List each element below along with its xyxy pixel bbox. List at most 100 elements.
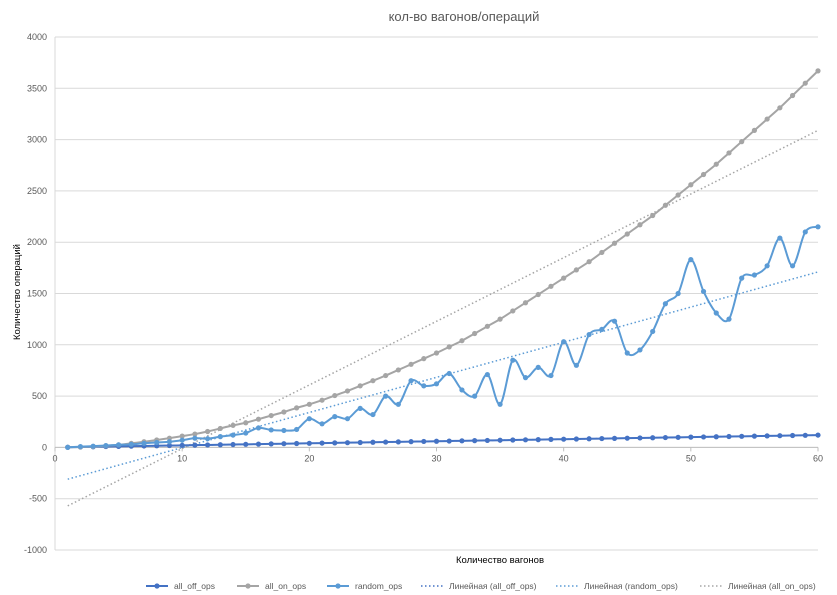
x-axis-label: Количество вагонов (456, 555, 544, 566)
data-point (522, 437, 529, 443)
data-point (815, 68, 821, 74)
data-point (510, 437, 516, 443)
data-point (637, 222, 643, 228)
legend-label: Линейная (all_on_ops) (728, 581, 816, 591)
y-tick-label: 4000 (27, 32, 47, 42)
data-point (599, 326, 605, 333)
data-point (408, 361, 414, 367)
data-point (395, 439, 401, 445)
data-point (294, 426, 300, 433)
data-point (497, 437, 503, 443)
data-point (726, 316, 732, 322)
x-tick-labels: 0 10 20 30 40 50 60 (52, 453, 823, 463)
data-point (789, 92, 796, 99)
data-point (192, 442, 198, 448)
data-point (764, 263, 770, 269)
data-point (344, 416, 351, 422)
chart-title: кол-во вагонов/операций (389, 9, 540, 24)
trendline-линейная-all-on-ops (67, 129, 819, 507)
data-point (497, 316, 503, 322)
data-point (179, 442, 185, 448)
data-point (421, 356, 427, 362)
series-all-off-ops (65, 432, 821, 450)
data-point (726, 150, 732, 156)
data-point (510, 357, 516, 363)
data-point (713, 161, 719, 167)
y-tick-label: 500 (32, 391, 47, 401)
data-point (217, 425, 223, 432)
series (65, 68, 821, 450)
data-point (751, 433, 758, 439)
data-point (789, 432, 796, 439)
legend-item: random_ops (327, 581, 402, 591)
data-point (611, 240, 618, 246)
data-point (548, 436, 554, 442)
data-point (344, 388, 351, 394)
data-point (281, 409, 287, 415)
legend: all_off_ops all_on_ops random_ops Линейная … (146, 581, 816, 591)
data-point (230, 441, 236, 448)
data-point (675, 434, 681, 440)
data-point (650, 435, 656, 441)
data-point (739, 275, 745, 281)
data-point (357, 383, 363, 389)
y-tick-label: -1000 (24, 545, 47, 555)
data-point (535, 364, 541, 370)
data-point (395, 401, 401, 407)
series-line (67, 225, 819, 449)
legend-label: all_on_ops (265, 581, 306, 591)
data-point (510, 308, 516, 314)
data-point (751, 127, 758, 133)
y-tick-label: -500 (29, 494, 47, 504)
data-point (383, 439, 389, 445)
legend-marker (335, 583, 341, 589)
data-point (319, 421, 325, 427)
x-tick-label: 0 (52, 453, 57, 463)
data-point (484, 437, 490, 444)
data-point (294, 405, 300, 411)
data-point (535, 291, 541, 298)
data-point (268, 441, 274, 447)
data-point (205, 442, 211, 448)
data-point (332, 440, 338, 446)
data-point (255, 416, 262, 422)
y-tick-label: 1500 (27, 289, 47, 299)
data-point (408, 439, 414, 445)
data-point (548, 283, 554, 289)
data-point (103, 442, 109, 449)
data-point (65, 444, 71, 450)
data-point (599, 249, 605, 256)
y-tick-labels: -1000 -500 0 500 1000 1500 2000 2500 3000 3500 400… (24, 32, 47, 555)
data-point (777, 235, 783, 241)
data-point (726, 433, 732, 440)
data-point (243, 441, 249, 447)
data-point (624, 435, 630, 441)
data-point (166, 442, 173, 449)
data-point (192, 431, 198, 437)
data-point (561, 339, 567, 345)
x-tick-label: 50 (686, 453, 696, 463)
legend-label: Линейная (all_off_ops) (449, 581, 537, 591)
data-point (205, 436, 211, 442)
data-point (459, 387, 465, 393)
data-point (319, 440, 325, 446)
data-point (446, 344, 452, 350)
data-point (789, 263, 796, 269)
data-point (408, 378, 414, 384)
legend-item: Линейная (all_on_ops) (700, 581, 816, 591)
data-point (344, 440, 351, 446)
data-point (217, 442, 223, 448)
data-point (268, 427, 274, 433)
y-tick-label: 2500 (27, 186, 47, 196)
data-point (332, 392, 338, 399)
data-point (421, 438, 427, 445)
data-point (624, 350, 630, 356)
data-point (700, 288, 707, 295)
data-point (586, 259, 592, 265)
data-point (319, 397, 325, 403)
data-point (522, 300, 529, 306)
legend-item: Линейная (all_off_ops) (421, 581, 537, 591)
data-point (433, 350, 440, 356)
data-point (459, 338, 465, 344)
data-point (484, 371, 490, 378)
